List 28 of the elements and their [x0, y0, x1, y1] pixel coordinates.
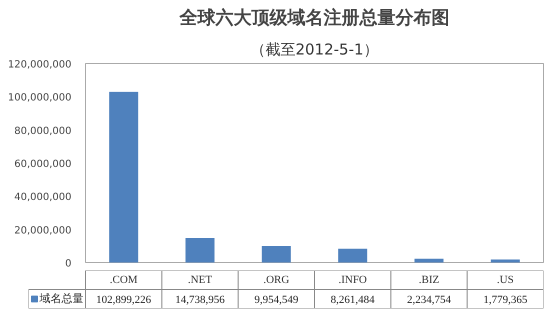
data-label: 14,738,956	[175, 294, 226, 306]
x-tick-label: .NET	[188, 274, 212, 286]
data-label: 9,954,549	[254, 294, 299, 306]
y-tick-label: 40,000,000	[14, 192, 72, 204]
legend-label: 域名总量	[38, 292, 84, 305]
y-tick-label: 0	[65, 258, 72, 270]
x-tick-label: .INFO	[338, 274, 367, 286]
bar	[490, 260, 520, 262]
y-tick-label: 20,000,000	[14, 225, 72, 236]
chart-title: 全球六大顶级域名注册总量分布图	[178, 8, 450, 28]
x-tick-label: .ORG	[263, 274, 290, 286]
y-tick-label: 100,000,000	[8, 92, 72, 104]
y-tick-label: 120,000,000	[8, 60, 72, 70]
data-label: 2,234,754	[407, 294, 452, 306]
y-tick-label: 80,000,000	[14, 126, 72, 137]
data-label: 102,899,226	[96, 294, 152, 306]
bar	[262, 246, 291, 262]
bar	[185, 238, 215, 262]
bar	[338, 248, 368, 262]
bar	[109, 92, 138, 262]
x-tick-label: .US	[496, 274, 514, 286]
chart-subtitle: （截至2012-5-1）	[250, 40, 379, 58]
y-tick-label: 60,000,000	[14, 159, 72, 170]
x-tick-label: .BIZ	[418, 274, 440, 286]
data-label: 8,261,484	[330, 294, 376, 306]
x-tick-label: .COM	[110, 274, 138, 286]
bar	[414, 258, 444, 262]
data-label: 1,779,365	[483, 294, 528, 306]
